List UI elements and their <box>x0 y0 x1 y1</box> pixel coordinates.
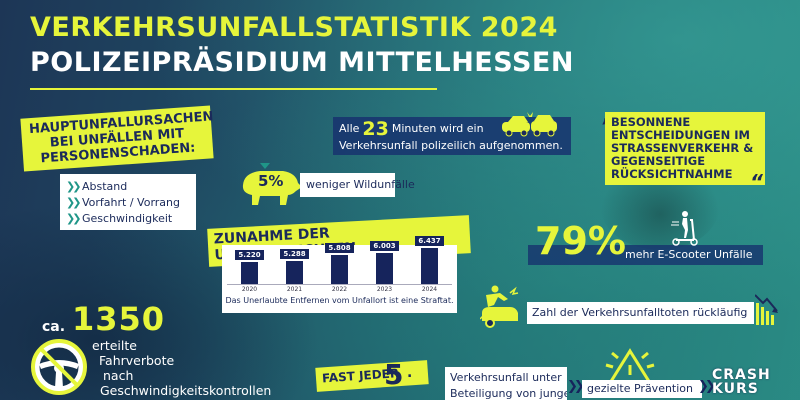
minutes-suffix: Minuten wird ein <box>391 122 484 135</box>
page-subtitle: POLIZEIPRÄSIDIUM MITTELHESSEN <box>30 47 574 78</box>
prevention-text: gezielte Prävention <box>582 380 702 398</box>
quote-line: GEGENSEITIGE <box>611 154 706 168</box>
quote-line: STRASSENVERKEHR & <box>611 141 754 155</box>
downward-trend-icon <box>755 294 778 325</box>
x-tick-label: 2020 <box>241 286 258 293</box>
logo-line1: CRASH <box>712 367 771 383</box>
crash-victim-icon <box>480 285 519 328</box>
young-drivers-line1: Verkehrsunfall unter <box>450 371 562 384</box>
minutes-prefix: Alle <box>339 122 360 135</box>
bar <box>331 255 348 284</box>
speed-bans-value: 1350 <box>72 300 166 338</box>
fatalities-text: Zahl der Verkehrsunfalltoten rückläufig <box>527 302 754 324</box>
bar-group: 5.808 <box>320 243 360 284</box>
young-drivers-dot: . <box>407 365 413 381</box>
bar-value-label: 6.003 <box>370 241 399 251</box>
cause-item: ❯❯ Vorfahrt / Vorrang <box>66 194 190 210</box>
x-tick-label: 2022 <box>331 286 348 293</box>
scooter-band <box>528 245 763 265</box>
no-steering-wheel-icon <box>31 339 87 395</box>
speed-bans-line: Fahrverbote <box>99 353 175 368</box>
cause-item: ❯❯ Abstand <box>66 178 190 194</box>
speed-bans-line: erteilte <box>92 338 137 353</box>
cause-label: Abstand <box>82 179 128 193</box>
x-tick-label: 2024 <box>421 286 438 293</box>
double-chevron-icon: ❯❯ <box>66 211 81 225</box>
quote-box: BESONNENE ENTSCHEIDUNGEN IM STRASSENVERK… <box>605 112 765 185</box>
bar-group: 5.220 <box>230 250 270 284</box>
quote-close-mark: “ <box>750 170 763 194</box>
wild-percent: 5% <box>258 172 284 190</box>
chart-note: Das Unerlaubte Entfernen vom Unfallort i… <box>225 296 454 305</box>
causes-title: HAUPTUNFALLURSACHEN BEI UNFÄLLEN MIT PER… <box>20 105 214 172</box>
quote-line: BESONNENE <box>611 115 691 129</box>
wild-text: weniger Wildunfälle <box>300 173 415 197</box>
bar-value-label: 6.437 <box>415 236 444 246</box>
speed-bans-prefix: ca. <box>42 319 66 335</box>
double-chevron-icon: ❯❯ <box>66 195 81 209</box>
page-title: VERKEHRSUNFALLSTATISTIK 2024 <box>30 12 558 43</box>
bar-value-label: 5.220 <box>235 250 264 260</box>
speed-bans-line: nach <box>103 368 134 383</box>
bar-group: 6.437 <box>410 236 450 284</box>
x-tick-label: 2021 <box>286 286 303 293</box>
causes-list: ❯❯ Abstand ❯❯ Vorfahrt / Vorrang ❯❯ Gesc… <box>60 174 196 230</box>
cause-item: ❯❯ Geschwindigkeit <box>66 210 190 226</box>
x-axis-labels: 2020 2021 2022 2023 2024 <box>227 286 452 293</box>
young-drivers-line2: Beteiligung von jungen Fahrern <box>450 387 567 400</box>
car-crash-icon <box>502 112 557 137</box>
bar-group: 5.288 <box>275 249 315 284</box>
bar-group: 6.003 <box>365 241 405 284</box>
quote-line: RÜCKSICHTNAHME <box>611 167 733 181</box>
cause-label: Geschwindigkeit <box>82 211 173 225</box>
double-chevron-icon: ❯❯ <box>66 179 81 193</box>
hit-and-run-chart: 5.220 5.288 5.808 6.003 6.437 2020 2021 … <box>222 236 457 313</box>
cause-label: Vorfahrt / Vorrang <box>82 195 180 209</box>
bar-value-label: 5.288 <box>280 249 309 259</box>
warning-icon <box>605 348 655 383</box>
x-tick-label: 2023 <box>376 286 393 293</box>
chart-plot: 5.220 5.288 5.808 6.003 6.437 <box>227 236 452 285</box>
minutes-line2: Verkehrsunfall polizeilich aufgenommen. <box>339 139 563 152</box>
young-drivers-box: Verkehrsunfall unter Beteiligung von jun… <box>445 367 567 400</box>
scooter-text: mehr E-Scooter Unfälle <box>625 248 753 261</box>
bar <box>376 253 393 284</box>
wild-boar-icon <box>242 163 302 205</box>
logo-line2: KURS <box>712 381 759 397</box>
bar <box>421 248 438 284</box>
double-chevron-icon: ❯❯ <box>567 379 585 394</box>
quote-line: ENTSCHEIDUNGEN IM <box>611 128 750 142</box>
e-scooter-icon <box>671 211 698 246</box>
crash-kurs-logo: CRASH KURS <box>712 368 777 400</box>
minutes-stat-box: Alle 23 Minuten wird ein Verkehrsunfall … <box>333 117 571 155</box>
scooter-percent: 79% <box>535 219 626 263</box>
double-chevron-icon: ❯❯ <box>698 379 716 394</box>
bar-value-label: 5.808 <box>325 243 354 253</box>
speed-bans-line: Geschwindigkeitskontrollen <box>100 383 272 398</box>
minutes-value: 23 <box>362 117 389 140</box>
bar <box>286 261 303 284</box>
young-drivers-value: 5 <box>384 358 404 391</box>
bar <box>241 262 258 284</box>
title-divider <box>30 88 437 90</box>
